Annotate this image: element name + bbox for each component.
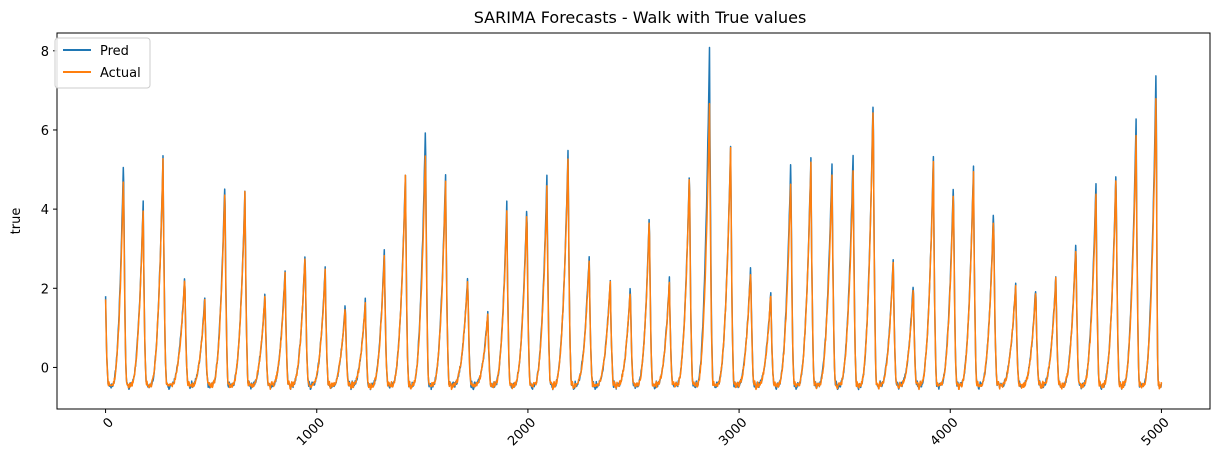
y-tick-label: 2: [41, 282, 49, 297]
chart-title: SARIMA Forecasts - Walk with True values: [474, 8, 807, 27]
series-actual-line: [104, 98, 1163, 391]
legend-pred-label: Pred: [100, 44, 129, 59]
y-tick-label: 4: [41, 203, 49, 218]
y-tick-label: 8: [41, 45, 49, 60]
y-tick-label: 0: [41, 361, 49, 376]
plot-area: [56, 32, 1211, 410]
y-tick-label: 6: [41, 124, 49, 139]
y-axis-label: true: [9, 208, 24, 235]
plot-background: [57, 33, 1210, 409]
legend: Pred Actual: [54, 37, 151, 89]
series-layer: [104, 46, 1163, 391]
plot-frame: [56, 32, 1211, 410]
legend-actual-label: Actual: [100, 66, 141, 81]
